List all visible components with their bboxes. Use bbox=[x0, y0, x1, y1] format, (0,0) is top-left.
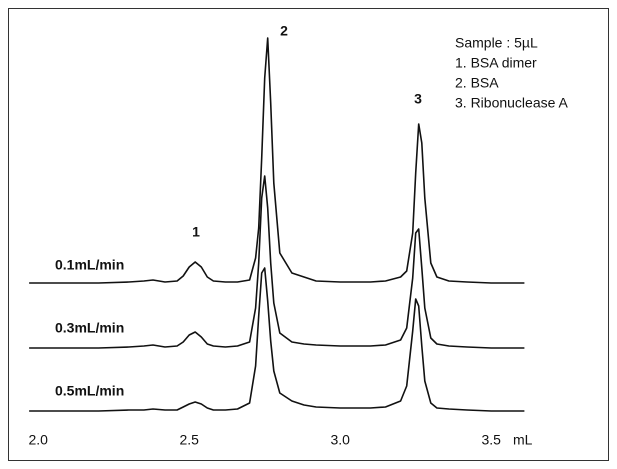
x-axis-label: mL bbox=[513, 432, 533, 448]
series-label: 0.1mL/min bbox=[55, 257, 124, 273]
x-tick-label: 2.0 bbox=[28, 432, 48, 448]
x-tick-label: 2.5 bbox=[179, 432, 199, 448]
trace bbox=[29, 175, 525, 349]
series-label: 0.3mL/min bbox=[55, 320, 124, 336]
trace bbox=[29, 37, 525, 284]
series-label: 0.5mL/min bbox=[55, 383, 124, 399]
frame bbox=[8, 8, 609, 461]
legend-text: 2. BSA bbox=[455, 75, 499, 91]
peak-label: 2 bbox=[280, 23, 288, 39]
trace bbox=[29, 267, 525, 412]
peak-label: 1 bbox=[192, 224, 200, 240]
legend-text: 3. Ribonuclease A bbox=[455, 95, 569, 111]
x-tick-label: 3.5 bbox=[481, 432, 501, 448]
legend-text: 1. BSA dimer bbox=[455, 55, 537, 71]
legend-text: Sample : 5µL bbox=[455, 35, 538, 51]
peak-label: 3 bbox=[414, 91, 422, 107]
x-tick-label: 3.0 bbox=[330, 432, 350, 448]
